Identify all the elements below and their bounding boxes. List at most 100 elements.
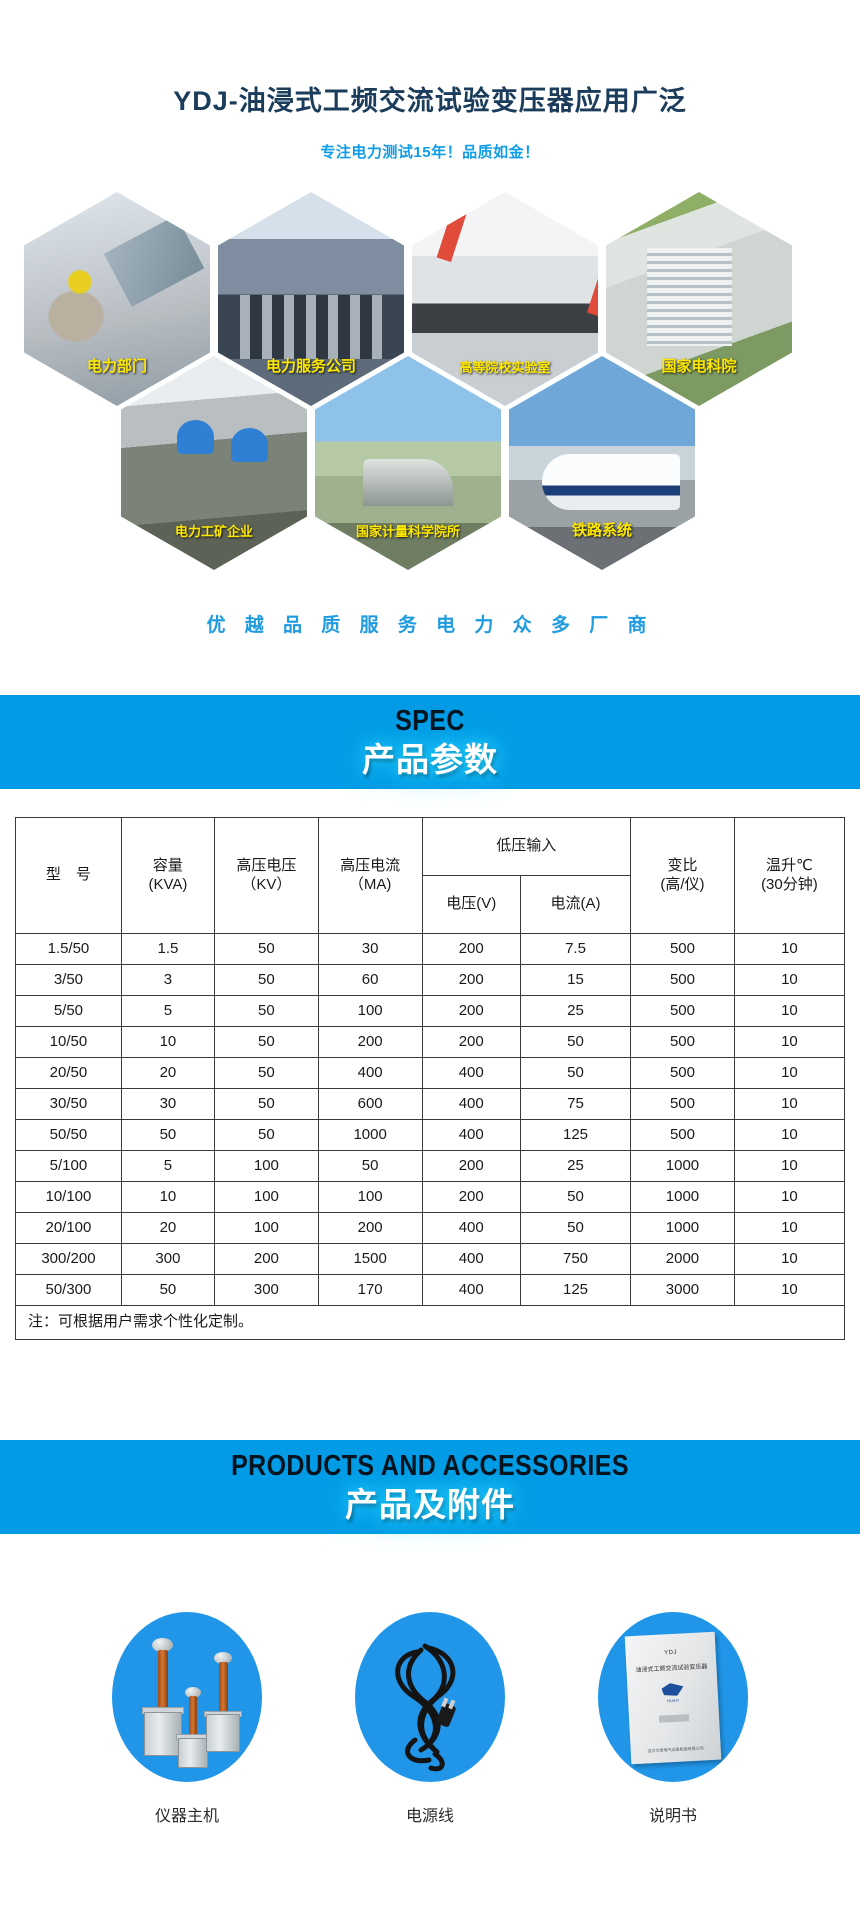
transformer-medium-icon bbox=[198, 1648, 250, 1752]
cell-ratio: 500 bbox=[630, 995, 735, 1027]
th-capacity-line2: (KVA) bbox=[148, 875, 188, 893]
cell-hv_current: 30 bbox=[317, 933, 423, 965]
cable-icon bbox=[395, 1643, 456, 1772]
th-capacity-line1: 容量 bbox=[152, 857, 183, 875]
table-row: 50/50 50 50 1000 400 125 500 10 bbox=[15, 1119, 846, 1151]
cell-hv_current: 400 bbox=[317, 1057, 423, 1089]
hex-caption: 国家计量科学院所 bbox=[355, 524, 460, 539]
table-row: 20/100 20 100 200 400 50 1000 10 bbox=[15, 1212, 846, 1244]
cell-capacity: 50 bbox=[120, 1274, 216, 1306]
cell-lv_current: 7.5 bbox=[519, 933, 632, 965]
th-model: 型 号 bbox=[15, 817, 122, 934]
cell-capacity: 30 bbox=[120, 1088, 216, 1120]
cell-lv_voltage: 200 bbox=[421, 1181, 521, 1213]
product-item-power-cable[interactable]: 电源线 bbox=[345, 1612, 515, 1826]
table-row: 3/50 3 50 60 200 15 500 10 bbox=[15, 964, 846, 996]
cell-lv_voltage: 400 bbox=[421, 1088, 521, 1120]
product-item-manual[interactable]: YDJ 油浸式工频交流试验变压器 HUAYI 武汉华意电气设备制造有限公司 说明… bbox=[588, 1612, 758, 1826]
cell-ratio: 500 bbox=[630, 933, 735, 965]
hex-application-university-lab[interactable]: 高等院校实验室 bbox=[412, 192, 598, 406]
products-banner-en: PRODUCTS AND ACCESSORIES bbox=[231, 1450, 629, 1482]
hex-application-industrial-enterprise[interactable]: 电力工矿企业 bbox=[121, 356, 307, 570]
transformer-small-icon bbox=[170, 1684, 218, 1768]
cell-lv_voltage: 400 bbox=[421, 1057, 521, 1089]
cell-lv_voltage: 400 bbox=[421, 1119, 521, 1151]
manual-brand-text: HUAYI bbox=[667, 1697, 680, 1704]
cell-lv_voltage: 200 bbox=[421, 933, 521, 965]
cell-lv_current: 75 bbox=[519, 1088, 632, 1120]
cell-model: 5/100 bbox=[15, 1150, 122, 1182]
hex-caption: 电力工矿企业 bbox=[174, 524, 253, 539]
transformer-large-icon bbox=[134, 1636, 192, 1756]
cell-lv_voltage: 200 bbox=[421, 1150, 521, 1182]
cell-temp: 10 bbox=[733, 1212, 846, 1244]
hex-application-power-department[interactable]: 电力部门 bbox=[24, 192, 210, 406]
cell-capacity: 5 bbox=[120, 1150, 216, 1182]
cell-model: 10/100 bbox=[15, 1181, 122, 1213]
cell-hv_current: 170 bbox=[317, 1274, 423, 1306]
table-row: 20/50 20 50 400 400 50 500 10 bbox=[15, 1057, 846, 1089]
cell-lv_voltage: 400 bbox=[421, 1212, 521, 1244]
cell-hv_voltage: 50 bbox=[214, 964, 319, 996]
cell-temp: 10 bbox=[733, 1181, 846, 1213]
cell-capacity: 20 bbox=[120, 1212, 216, 1244]
cell-model: 3/50 bbox=[15, 964, 122, 996]
table-row: 10/50 10 50 200 200 50 500 10 bbox=[15, 1026, 846, 1058]
table-row: 5/100 5 100 50 200 25 1000 10 bbox=[15, 1150, 846, 1182]
table-row: 30/50 30 50 600 400 75 500 10 bbox=[15, 1088, 846, 1120]
hex-application-power-service-company[interactable]: 电力服务公司 bbox=[218, 192, 404, 406]
products-banner-cn: 产品及附件 bbox=[345, 1486, 515, 1523]
hex-caption: 高等院校实验室 bbox=[459, 360, 551, 375]
cell-lv_current: 15 bbox=[519, 964, 632, 996]
cell-lv_current: 125 bbox=[519, 1119, 632, 1151]
th-lv-input: 低压输入 bbox=[421, 817, 632, 876]
transformer-unit-photo bbox=[112, 1612, 262, 1782]
cell-capacity: 10 bbox=[120, 1026, 216, 1058]
product-item-main-unit[interactable]: 仪器主机 bbox=[102, 1612, 272, 1826]
cell-lv_current: 125 bbox=[519, 1274, 632, 1306]
hex-application-national-electric-institute[interactable]: 国家电科院 bbox=[606, 192, 792, 406]
cell-hv_voltage: 50 bbox=[214, 1057, 319, 1089]
cell-temp: 10 bbox=[733, 1243, 846, 1275]
manual-cover: YDJ 油浸式工频交流试验变压器 HUAYI 武汉华意电气设备制造有限公司 bbox=[624, 1631, 722, 1765]
cell-hv_voltage: 50 bbox=[214, 1088, 319, 1120]
cell-ratio: 1000 bbox=[630, 1181, 735, 1213]
th-hv-current: 高压电流 （MA) bbox=[317, 817, 423, 934]
cell-temp: 10 bbox=[733, 1088, 846, 1120]
cell-lv_current: 25 bbox=[519, 995, 632, 1027]
hex-application-railway-system[interactable]: 铁路系统 bbox=[509, 356, 695, 570]
page-title: YDJ-油浸式工频交流试验变压器应用广泛 bbox=[173, 86, 687, 116]
cell-model: 20/100 bbox=[15, 1212, 122, 1244]
cell-hv_current: 100 bbox=[317, 1181, 423, 1213]
cell-hv_voltage: 50 bbox=[214, 933, 319, 965]
hex-application-metrology-institute[interactable]: 国家计量科学院所 bbox=[315, 356, 501, 570]
cell-ratio: 1000 bbox=[630, 1150, 735, 1182]
cell-hv_current: 60 bbox=[317, 964, 423, 996]
cell-temp: 10 bbox=[733, 1274, 846, 1306]
th-capacity: 容量 (KVA) bbox=[120, 817, 216, 934]
cell-lv_current: 25 bbox=[519, 1150, 632, 1182]
cell-lv_voltage: 400 bbox=[421, 1243, 521, 1275]
spec-banner: SPEC 产品参数 bbox=[0, 695, 860, 789]
table-row: 5/50 5 50 100 200 25 500 10 bbox=[15, 995, 846, 1027]
manual-cover-bar bbox=[658, 1714, 690, 1723]
cell-hv_current: 200 bbox=[317, 1026, 423, 1058]
cell-capacity: 5 bbox=[120, 995, 216, 1027]
cell-temp: 10 bbox=[733, 1150, 846, 1182]
cell-lv_voltage: 200 bbox=[421, 964, 521, 996]
th-ratio: 变比 (高/仪) bbox=[630, 817, 735, 934]
product-accessories-row: 仪器主机 电源线 YDJ 油浸式工频交 bbox=[0, 1612, 860, 1826]
cell-lv_current: 50 bbox=[519, 1181, 632, 1213]
cell-capacity: 1.5 bbox=[120, 933, 216, 965]
product-label: 电源线 bbox=[405, 1808, 454, 1825]
spec-table-wrap: 型 号 容量 (KVA) 高压电压 （KV） 高压电流 （MA) 低压输入 变比… bbox=[0, 789, 860, 1340]
table-note-row: 注：可根据用户需求个性化定制。 bbox=[15, 1305, 845, 1340]
cell-hv_voltage: 100 bbox=[214, 1212, 319, 1244]
cell-model: 5/50 bbox=[15, 995, 122, 1027]
cell-capacity: 3 bbox=[120, 964, 216, 996]
cell-hv_voltage: 50 bbox=[214, 995, 319, 1027]
cell-lv_voltage: 400 bbox=[421, 1274, 521, 1306]
cell-capacity: 50 bbox=[120, 1119, 216, 1151]
cell-capacity: 10 bbox=[120, 1181, 216, 1213]
spec-table: 型 号 容量 (KVA) 高压电压 （KV） 高压电流 （MA) 低压输入 变比… bbox=[15, 817, 846, 1340]
